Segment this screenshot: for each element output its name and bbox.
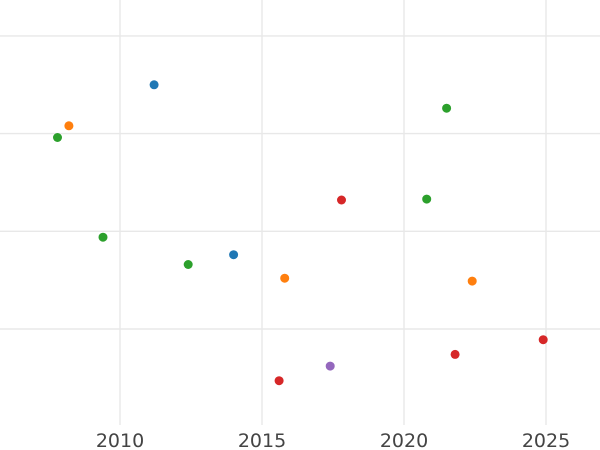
data-point-orange	[64, 121, 74, 131]
data-point-red	[274, 376, 284, 386]
data-point-red	[538, 335, 548, 345]
data-point-green	[422, 194, 432, 204]
data-point-red	[337, 195, 346, 205]
data-point-blue	[229, 250, 239, 260]
x-tick-label: 2010	[96, 430, 144, 450]
data-point-blue	[149, 80, 159, 90]
data-point-green	[183, 260, 193, 269]
data-point-orange	[280, 273, 290, 283]
data-point-red	[450, 349, 460, 359]
data-point-green	[53, 133, 62, 142]
data-point-green	[442, 103, 452, 113]
data-point-orange	[467, 276, 477, 286]
data-point-purple	[325, 361, 335, 371]
x-tick-label: 2025	[522, 430, 570, 450]
x-tick-label: 2020	[380, 430, 428, 450]
x-tick-label: 2015	[238, 430, 286, 450]
data-point-green	[98, 232, 108, 242]
